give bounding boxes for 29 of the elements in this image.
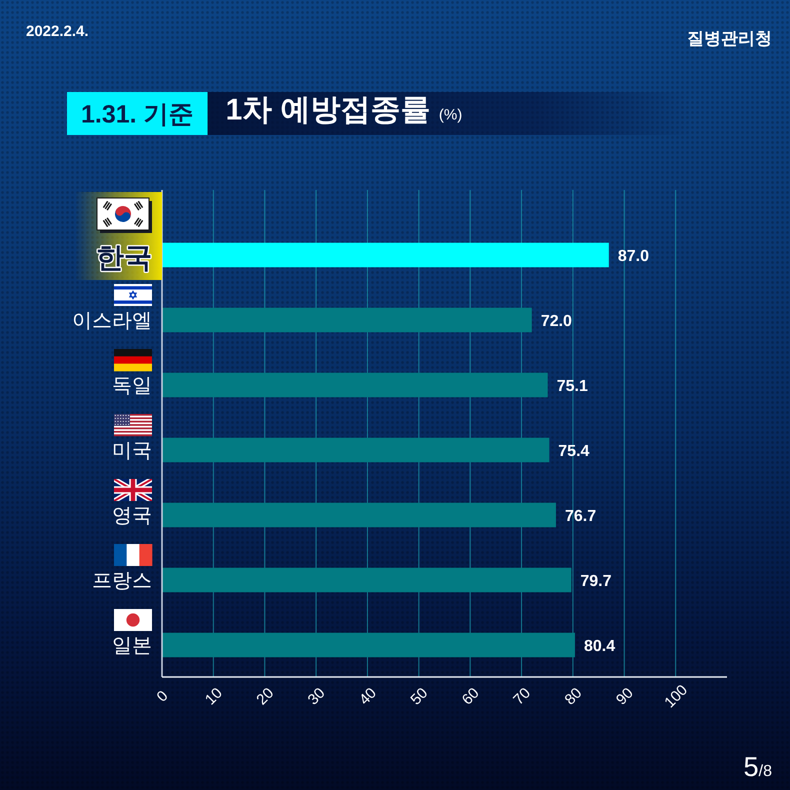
data-label: 87.0: [618, 248, 650, 265]
x-tick-label: 10: [202, 684, 226, 708]
y-tick-label: 프랑스: [92, 570, 152, 592]
text: 5/8: [744, 751, 772, 782]
x-tick-label: 30: [304, 684, 329, 708]
text: 2022.2.4.: [26, 23, 89, 40]
y-tick-label: 미국: [112, 440, 152, 462]
chart-title: 1차 예방접종률 (%): [226, 94, 462, 127]
data-label: 75.1: [556, 378, 588, 395]
data-label: 72.0: [540, 312, 572, 330]
data-label: 79.7: [580, 572, 612, 590]
y-tick-label: 이스라엘: [72, 310, 152, 332]
y-tick-label: 일본: [112, 635, 152, 658]
chart-subtitle: 1.31. 기준: [81, 100, 194, 128]
data-label: 75.4: [558, 442, 590, 460]
x-tick-label: 70: [510, 684, 534, 708]
x-tick-label: 80: [562, 684, 586, 708]
x-tick-label: 0: [154, 688, 172, 706]
x-tick-label: 100: [661, 682, 692, 712]
data-label: 76.7: [564, 508, 596, 525]
data-label: 80.4: [584, 638, 616, 655]
text: 질병관리청: [687, 29, 772, 48]
y-tick-label: 영국: [112, 505, 152, 528]
y-tick-label: 독일: [112, 375, 152, 398]
x-tick-label: 90: [612, 684, 637, 708]
x-tick-label: 40: [356, 684, 380, 708]
x-tick-label: 60: [458, 684, 483, 708]
x-tick-label: 50: [407, 684, 432, 708]
x-tick-label: 20: [253, 684, 278, 708]
